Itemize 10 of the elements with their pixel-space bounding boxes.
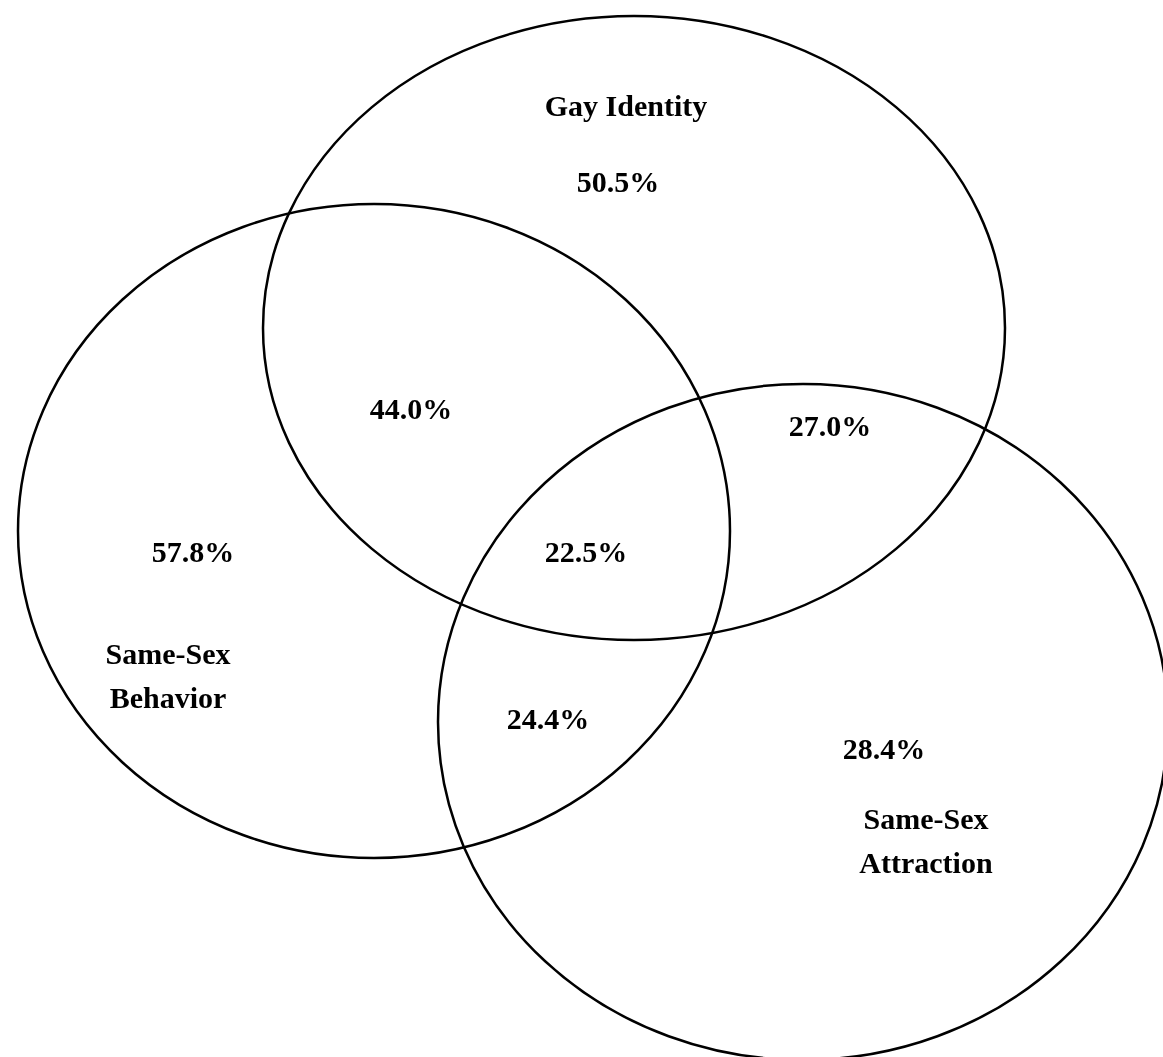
data-label: 28.4% <box>842 731 926 765</box>
category-label: Same-Sex Attraction <box>859 801 993 879</box>
data-label: 50.5% <box>576 164 660 198</box>
data-label: 57.8% <box>151 534 235 568</box>
text: 44.0% <box>369 391 453 425</box>
text: 24.4% <box>506 701 590 735</box>
category-label: Gay Identity <box>544 88 708 122</box>
category-label: Same-Sex Behavior <box>105 636 231 714</box>
text: 22.5% <box>544 534 628 568</box>
text: 27.0% <box>788 408 872 442</box>
